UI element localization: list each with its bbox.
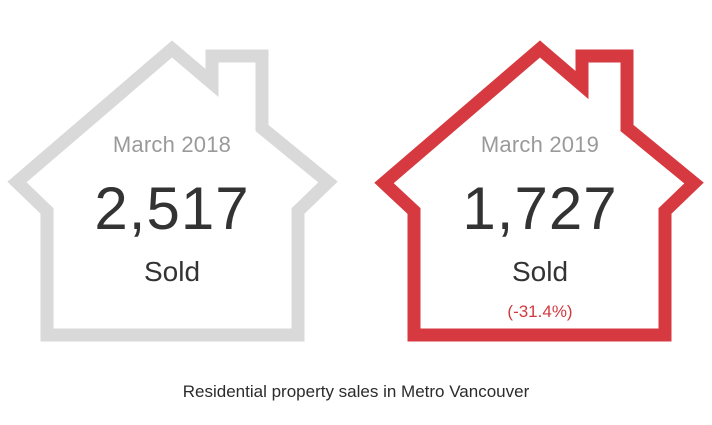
sales-count: 2,517 — [94, 175, 250, 242]
sold-label: Sold — [143, 256, 201, 287]
caption: Residential property sales in Metro Vanc… — [182, 382, 530, 401]
sold-label: Sold — [511, 256, 569, 287]
percent-change: (-31.4%) — [507, 302, 573, 321]
house-outline-2018 — [7, 40, 338, 342]
period-label: March 2018 — [112, 132, 232, 157]
house-outline-2019 — [374, 40, 704, 342]
sales-count: 1,727 — [462, 175, 618, 242]
period-label: March 2019 — [480, 132, 600, 157]
